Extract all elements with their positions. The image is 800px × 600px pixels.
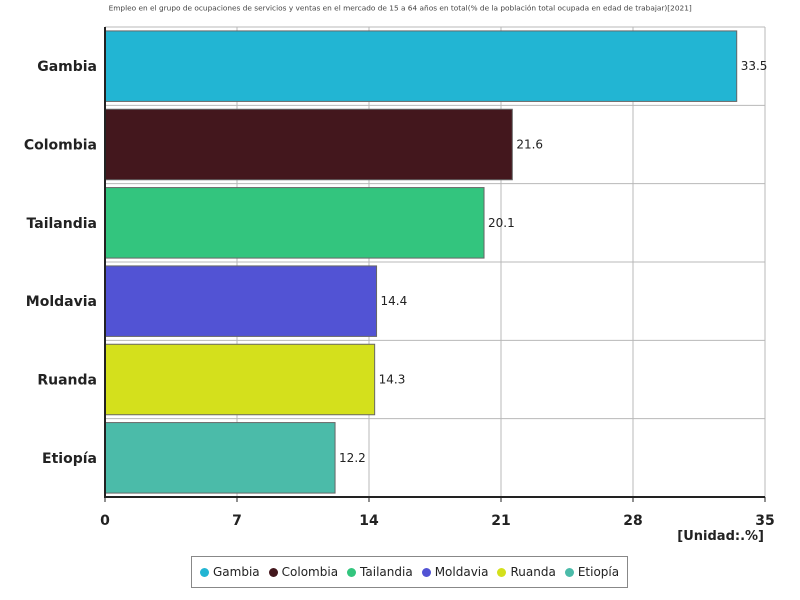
bar-tailandia bbox=[104, 187, 485, 259]
data-label: 14.3 bbox=[379, 373, 406, 387]
legend: Gambia Colombia Tailandia Moldavia Ruanda Eti… bbox=[191, 556, 629, 588]
bar-colombia bbox=[104, 108, 513, 181]
legend-item-gambia: Gambia bbox=[200, 565, 260, 579]
category-label: Etiopía bbox=[42, 451, 97, 467]
legend-swatch bbox=[564, 567, 574, 577]
bar-ruanda bbox=[104, 343, 376, 416]
category-label: Moldavia bbox=[26, 294, 97, 310]
bar-moldavia bbox=[104, 265, 378, 337]
labels: Gambia 33.5 Colombia 21.6 Tailandia 20.1 Molda… bbox=[24, 59, 775, 529]
category-label: Ruanda bbox=[37, 373, 97, 389]
x-tick-label: 14 bbox=[359, 513, 379, 529]
legend-item-ruanda: Ruanda bbox=[497, 565, 556, 579]
legend-swatch bbox=[347, 567, 357, 577]
data-label: 33.5 bbox=[741, 59, 768, 73]
legend-label: Colombia bbox=[281, 565, 339, 579]
data-label: 21.6 bbox=[516, 138, 543, 152]
legend-swatch bbox=[268, 567, 278, 577]
data-label: 20.1 bbox=[488, 216, 515, 230]
chart-title: Empleo en el grupo de ocupaciones de ser… bbox=[108, 4, 692, 13]
legend-swatch bbox=[421, 567, 431, 577]
category-label: Colombia bbox=[24, 138, 97, 154]
data-label: 14.4 bbox=[381, 294, 408, 308]
legend-item-colombia: Colombia bbox=[268, 565, 339, 579]
legend-item-moldavia: Moldavia bbox=[421, 565, 489, 579]
x-tick-label: 0 bbox=[100, 513, 110, 529]
legend-item-etiopía: Etiopía bbox=[564, 565, 620, 579]
unit-label: [Unidad:.%] bbox=[677, 529, 764, 544]
bar-etiopía bbox=[104, 422, 336, 494]
category-label: Gambia bbox=[37, 59, 97, 75]
x-tick-label: 21 bbox=[491, 513, 510, 529]
bar-gambia bbox=[104, 30, 738, 102]
x-tick-label: 35 bbox=[755, 513, 774, 529]
axes bbox=[104, 27, 766, 502]
legend-label: Tailandia bbox=[360, 565, 413, 579]
bars bbox=[104, 30, 738, 494]
legend-label: Gambia bbox=[213, 565, 260, 579]
x-tick-label: 7 bbox=[232, 513, 242, 529]
data-label: 12.2 bbox=[339, 451, 366, 465]
legend-label: Etiopía bbox=[577, 565, 620, 579]
legend-item-tailandia: Tailandia bbox=[347, 565, 413, 579]
x-tick-label: 28 bbox=[623, 513, 642, 529]
category-label: Tailandia bbox=[27, 216, 97, 232]
legend-label: Moldavia bbox=[434, 565, 489, 579]
legend-swatch bbox=[497, 567, 507, 577]
legend-swatch bbox=[200, 567, 209, 577]
legend-label: Ruanda bbox=[510, 565, 556, 579]
